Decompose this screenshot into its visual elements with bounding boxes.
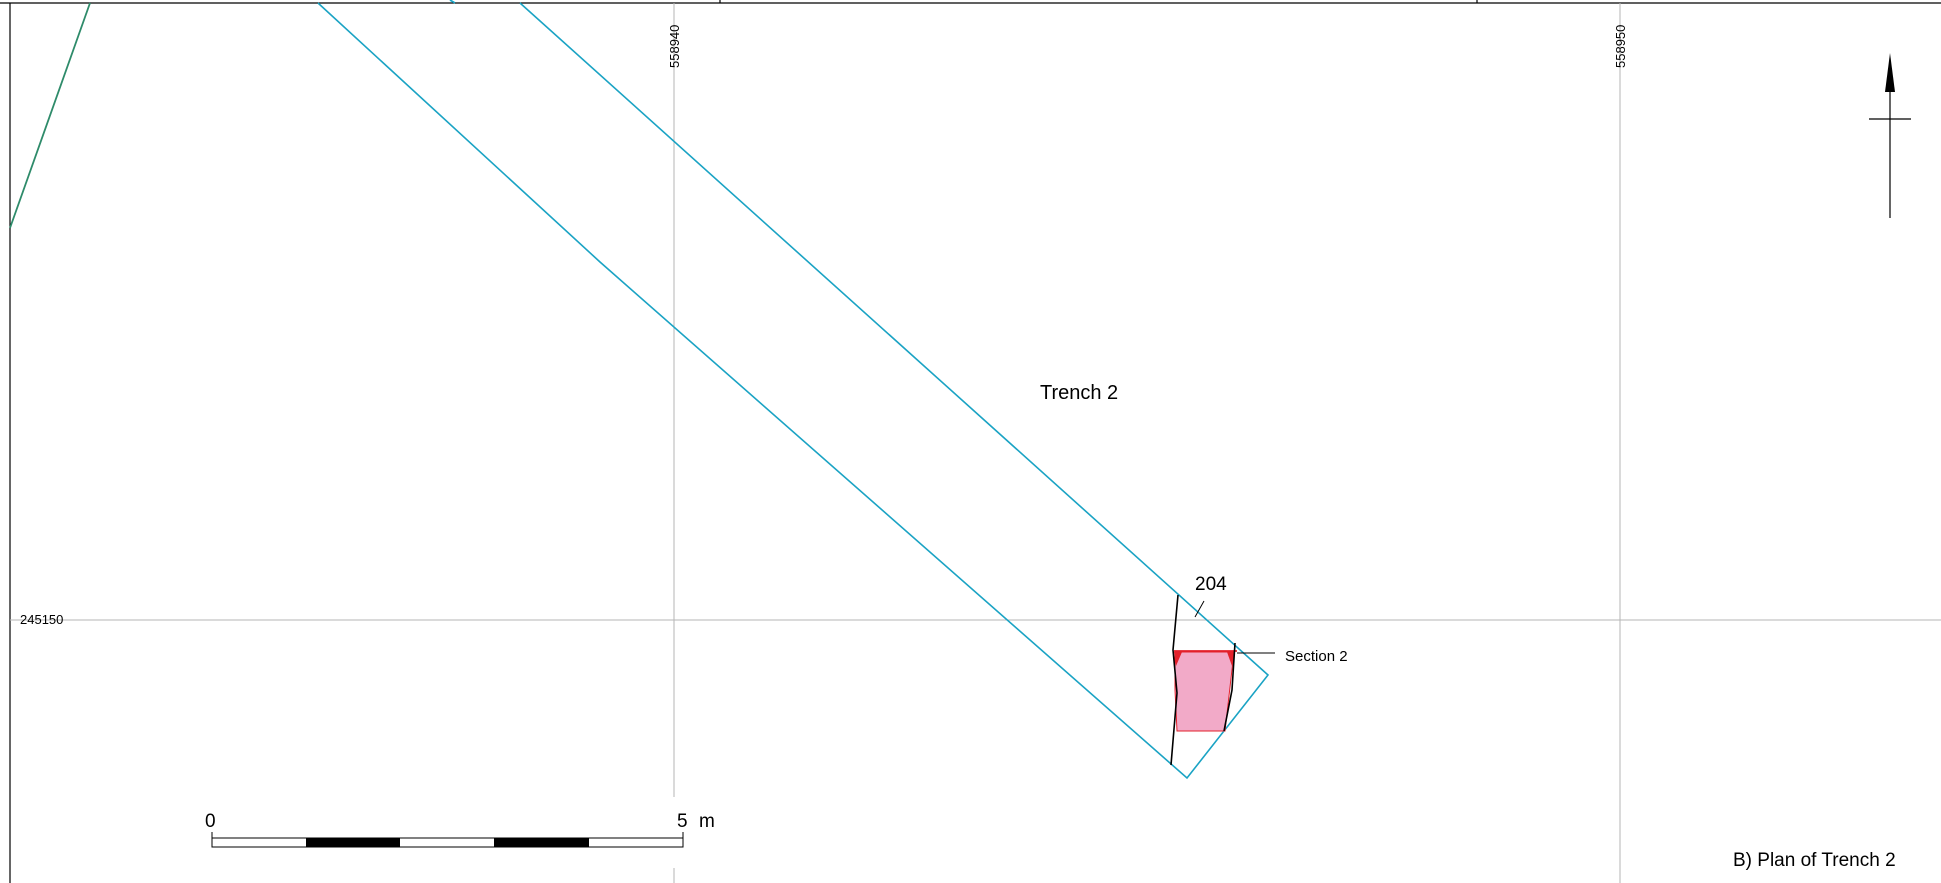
scale-bar-segment	[494, 838, 589, 847]
scale-unit-label: m	[699, 811, 715, 832]
scale-start-label: 0	[205, 811, 216, 832]
feature-label: 204	[1195, 574, 1227, 595]
section-hachure-left	[1174, 652, 1182, 666]
feature-204-leader	[1194, 600, 1205, 618]
section-hachure-right	[1227, 652, 1235, 666]
scale-bar-frame	[211, 837, 684, 848]
site-boundary	[9, 0, 456, 229]
trench-label: Trench 2	[1040, 382, 1118, 404]
figure-caption: B) Plan of Trench 2	[1733, 850, 1896, 871]
scale-bar	[211, 832, 684, 848]
grid-lines	[10, 3, 1941, 883]
northing-label-245150: 245150	[20, 612, 63, 627]
easting-label-558940: 558940	[667, 25, 682, 68]
scale-bar-segment	[306, 838, 400, 847]
section-label: Section 2	[1285, 648, 1348, 665]
feature-204	[1170, 594, 1275, 766]
trench-outline	[317, 2, 1270, 780]
easting-label-558950: 558950	[1613, 25, 1628, 68]
feature-204-fill	[1174, 651, 1235, 732]
north-arrow-icon	[1869, 53, 1911, 218]
scale-end-label: 5	[677, 811, 688, 832]
feature-edge-west	[1170, 594, 1179, 766]
feature-edge-east	[1223, 642, 1236, 732]
